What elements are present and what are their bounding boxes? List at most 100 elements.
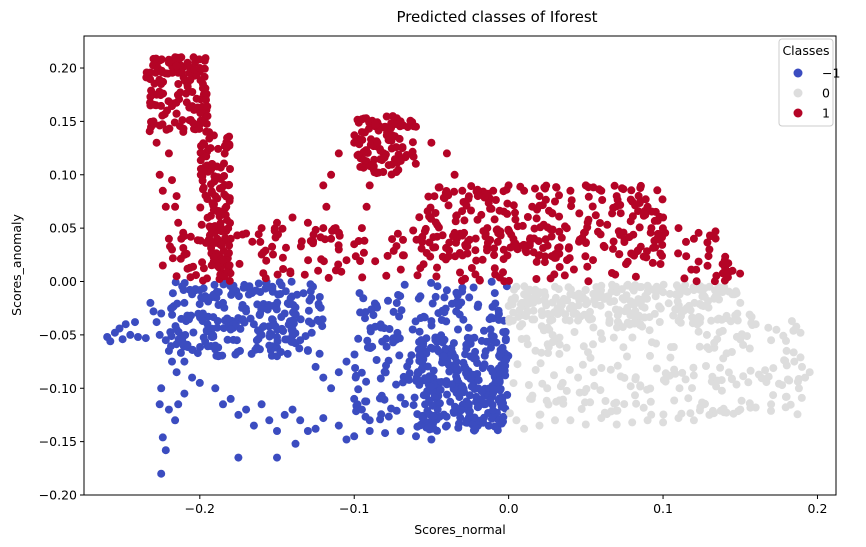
point-class-0 xyxy=(689,371,698,380)
point-class-1 xyxy=(196,170,205,179)
point-class-neg1 xyxy=(452,288,461,297)
point-class-neg1 xyxy=(482,337,491,346)
point-class-neg1 xyxy=(118,335,127,344)
point-class-1 xyxy=(427,138,436,147)
point-class-0 xyxy=(764,372,773,381)
point-class-1 xyxy=(149,117,158,126)
point-class-0 xyxy=(689,363,698,372)
point-class-neg1 xyxy=(376,374,385,383)
point-class-neg1 xyxy=(455,393,464,401)
point-class-0 xyxy=(678,368,687,377)
point-class-1 xyxy=(703,261,712,270)
point-class-neg1 xyxy=(440,293,449,302)
point-class-0 xyxy=(643,294,651,303)
point-class-1 xyxy=(540,258,549,267)
point-class-0 xyxy=(600,294,609,303)
point-class-neg1 xyxy=(356,308,365,317)
point-class-neg1 xyxy=(188,290,197,299)
point-class-1 xyxy=(460,216,469,225)
point-class-neg1 xyxy=(289,338,298,347)
point-class-1 xyxy=(599,241,608,250)
point-class-1 xyxy=(630,251,639,260)
point-class-1 xyxy=(211,176,220,185)
point-class-0 xyxy=(610,399,619,408)
point-class-1 xyxy=(193,236,202,245)
point-class-1 xyxy=(649,243,658,252)
point-class-1 xyxy=(711,227,720,236)
point-class-1 xyxy=(634,191,643,200)
point-class-0 xyxy=(612,420,621,429)
point-class-1 xyxy=(334,149,343,158)
point-class-0 xyxy=(796,328,805,337)
point-class-1 xyxy=(186,76,195,84)
point-class-0 xyxy=(627,319,636,328)
point-class-neg1 xyxy=(465,293,474,302)
point-class-neg1 xyxy=(489,406,497,415)
point-class-neg1 xyxy=(161,446,170,455)
point-class-neg1 xyxy=(121,320,130,329)
point-class-neg1 xyxy=(382,342,391,351)
point-class-1 xyxy=(157,55,166,64)
point-class-neg1 xyxy=(288,405,297,414)
point-class-neg1 xyxy=(280,410,289,419)
point-class-0 xyxy=(684,394,693,403)
point-class-1 xyxy=(427,214,435,223)
point-class-neg1 xyxy=(303,346,312,355)
point-class-1 xyxy=(177,53,186,62)
point-class-1 xyxy=(627,186,636,195)
point-class-neg1 xyxy=(234,453,243,462)
point-class-neg1 xyxy=(474,300,483,309)
point-class-1 xyxy=(201,191,210,200)
point-class-0 xyxy=(543,384,552,393)
point-class-1 xyxy=(415,213,424,222)
point-class-1 xyxy=(483,246,491,255)
point-class-neg1 xyxy=(410,393,419,402)
point-class-0 xyxy=(578,360,587,369)
point-class-neg1 xyxy=(304,306,313,315)
point-class-neg1 xyxy=(187,311,195,320)
point-class-0 xyxy=(536,359,545,368)
point-class-0 xyxy=(527,298,536,307)
point-class-0 xyxy=(798,362,806,371)
point-class-1 xyxy=(373,138,382,147)
point-class-0 xyxy=(647,338,656,347)
point-class-1 xyxy=(376,146,385,155)
point-class-neg1 xyxy=(211,384,220,393)
point-class-neg1 xyxy=(268,282,277,291)
point-class-1 xyxy=(609,237,618,246)
point-class-1 xyxy=(203,102,212,111)
point-class-1 xyxy=(631,272,640,281)
point-class-neg1 xyxy=(471,347,480,356)
point-class-1 xyxy=(546,274,555,283)
point-class-1 xyxy=(442,243,451,252)
point-class-0 xyxy=(689,416,698,425)
point-class-neg1 xyxy=(400,280,409,289)
point-class-0 xyxy=(718,326,727,335)
point-class-1 xyxy=(197,220,206,229)
point-class-neg1 xyxy=(315,293,324,301)
point-class-1 xyxy=(442,149,451,158)
point-class-1 xyxy=(532,257,541,266)
point-class-1 xyxy=(207,261,216,270)
point-class-1 xyxy=(520,186,529,195)
point-class-neg1 xyxy=(385,325,394,333)
point-class-neg1 xyxy=(433,282,442,291)
point-class-neg1 xyxy=(437,316,446,324)
point-class-0 xyxy=(646,351,654,360)
point-class-0 xyxy=(597,364,606,372)
point-class-neg1 xyxy=(283,349,292,358)
point-class-1 xyxy=(268,242,277,251)
point-class-1 xyxy=(550,252,559,261)
point-class-1 xyxy=(705,245,714,254)
point-class-1 xyxy=(203,213,212,222)
point-class-1 xyxy=(499,207,508,216)
point-class-0 xyxy=(655,318,664,326)
point-class-neg1 xyxy=(219,298,227,307)
point-class-neg1 xyxy=(208,333,217,341)
point-class-0 xyxy=(613,317,622,326)
point-class-0 xyxy=(767,336,776,345)
point-class-1 xyxy=(399,235,407,244)
point-class-neg1 xyxy=(497,402,506,411)
point-class-1 xyxy=(458,251,467,260)
point-class-0 xyxy=(665,289,674,298)
